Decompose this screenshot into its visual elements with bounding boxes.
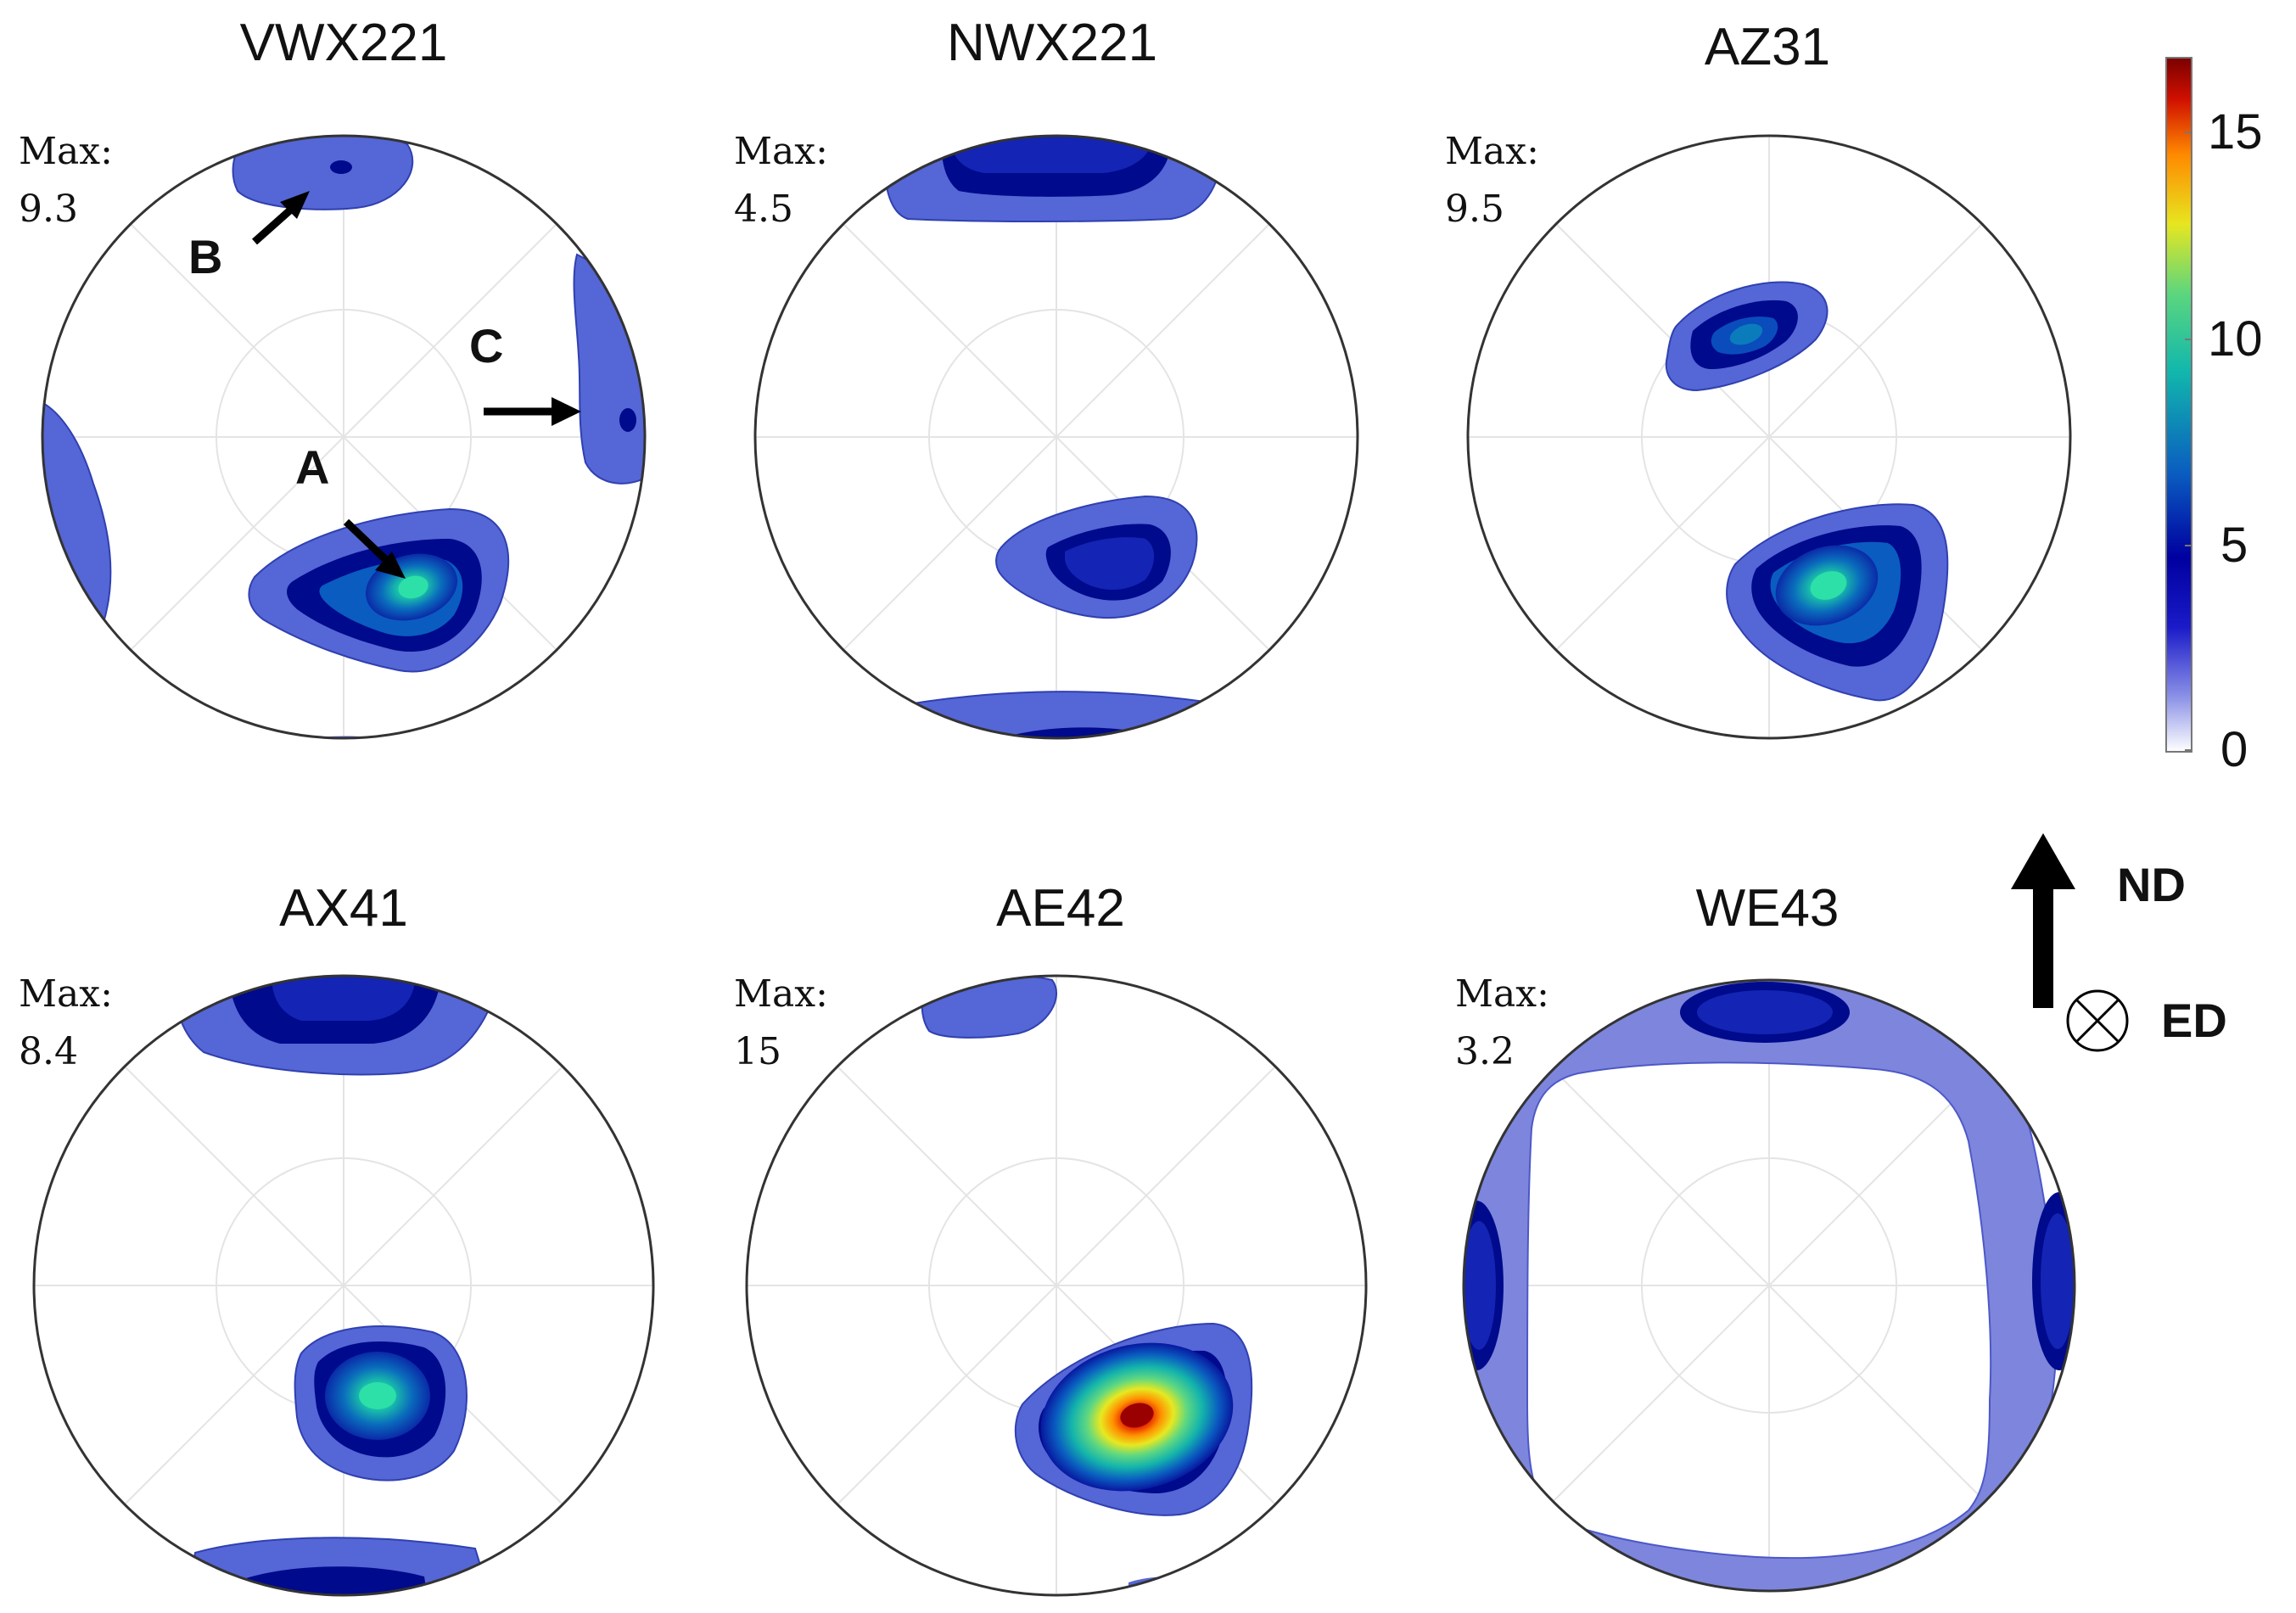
max-label-nwx221: Max: 4.5: [734, 123, 828, 238]
max-caption: Max:: [19, 130, 113, 173]
ed-symbol-icon: [2066, 989, 2129, 1052]
max-value: 4.5: [734, 188, 793, 231]
colorbar-tick-0: 0: [2220, 722, 2248, 777]
annotation-c: C: [469, 319, 504, 372]
pole-figure-ae42: [745, 974, 1368, 1597]
max-caption: Max:: [734, 130, 828, 173]
panel-title-az31: AZ31: [1704, 18, 1831, 76]
max-value: 8.4: [19, 1030, 78, 1073]
arrow-c: [484, 397, 581, 426]
panel-title-vwx221: VWX221: [239, 14, 448, 72]
max-label-ae42: Max: 15: [734, 966, 828, 1081]
max-caption: Max:: [1445, 130, 1539, 173]
max-value: 3.2: [1455, 1030, 1515, 1073]
max-caption: Max:: [1455, 972, 1549, 1016]
max-label-vwx221: Max: 9.3: [19, 123, 113, 238]
nd-arrow: [2011, 833, 2075, 1008]
annotation-a: A: [295, 440, 330, 494]
max-caption: Max:: [734, 972, 828, 1016]
max-label-ax41: Max: 8.4: [19, 966, 113, 1081]
colorbar-tick-5: 5: [2220, 518, 2248, 573]
colorbar-tick-10: 10: [2208, 311, 2263, 367]
pole-figure-ax41: [32, 974, 655, 1597]
max-label-we43: Max: 3.2: [1455, 966, 1549, 1081]
max-value: 9.3: [19, 188, 78, 231]
arrow-b: [252, 191, 310, 245]
max-value: 9.5: [1445, 188, 1504, 231]
contour-fill-we43: [1464, 980, 2075, 1591]
max-value: 15: [734, 1030, 781, 1073]
max-label-az31: Max: 9.5: [1445, 123, 1539, 238]
colorbar-gradient: [2165, 57, 2192, 753]
contour-fill-ae42: [747, 976, 1366, 1595]
panel-title-we43: WE43: [1695, 879, 1840, 938]
pole-figure-vwx221: [41, 134, 647, 740]
arrow-a: [343, 518, 406, 579]
panel-title-nwx221: NWX221: [946, 14, 1158, 72]
contour-fill-ax41: [34, 976, 653, 1595]
colorbar-ticks: [2185, 132, 2192, 751]
max-caption: Max:: [19, 972, 113, 1016]
annotation-b: B: [188, 230, 223, 283]
panel-title-ae42: AE42: [996, 879, 1125, 938]
ed-label: ED: [2161, 994, 2227, 1047]
contour-fill-az31: [1468, 136, 2070, 738]
panel-title-ax41: AX41: [279, 879, 408, 938]
contour-fill-vwx221: [42, 136, 645, 738]
pole-figure-az31: [1466, 134, 2072, 740]
colorbar: [2165, 57, 2192, 753]
nd-label: ND: [2117, 858, 2186, 911]
colorbar-tick-15: 15: [2208, 104, 2263, 160]
pole-figure-nwx221: [753, 134, 1359, 740]
pole-figure-we43: [1462, 978, 2076, 1593]
